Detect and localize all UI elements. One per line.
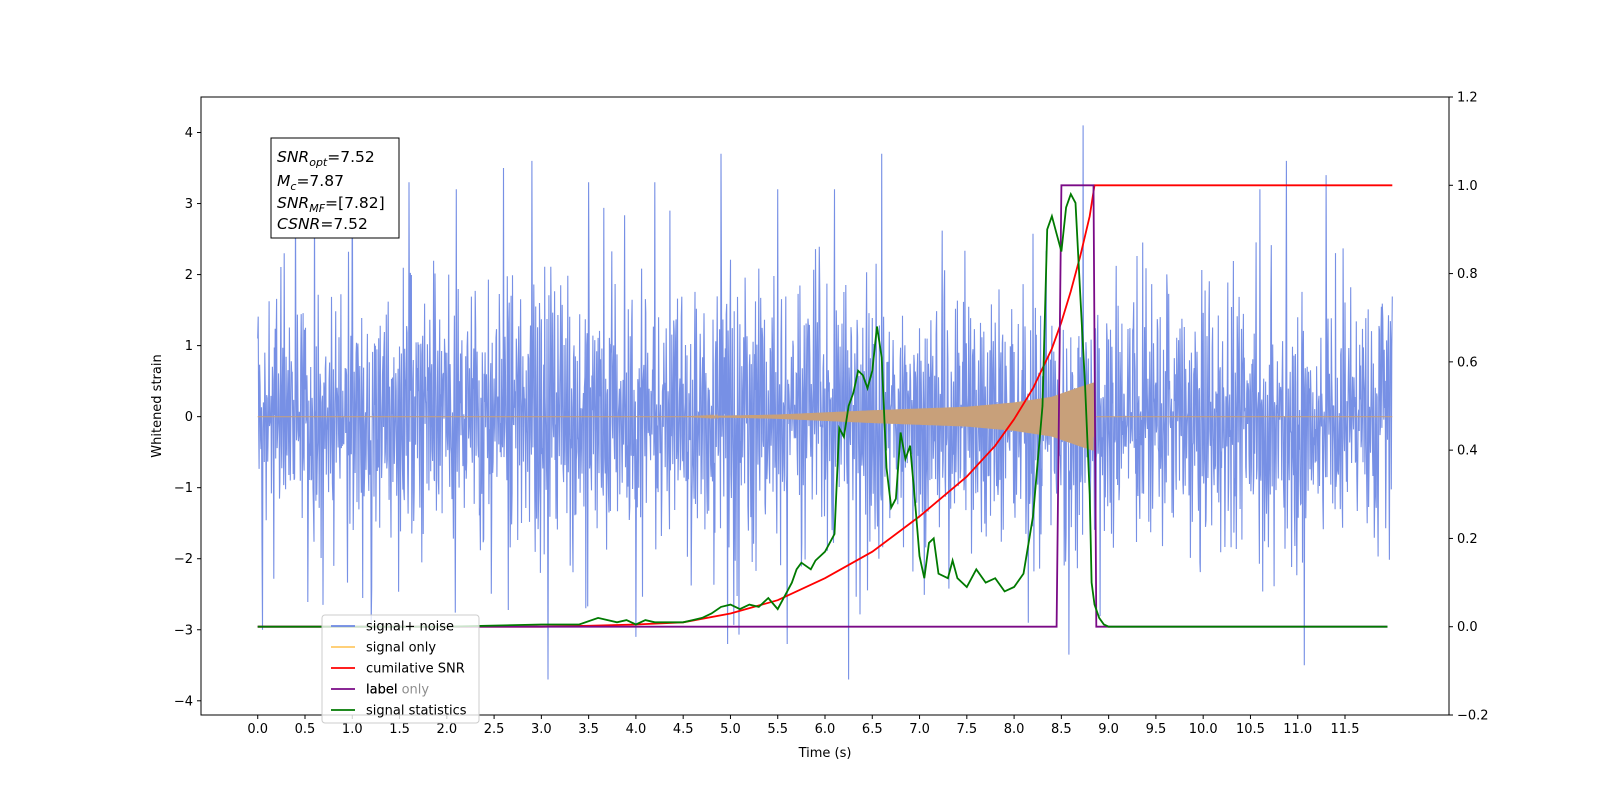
annotation-snr-mf-sub: MF: [309, 202, 325, 215]
annotation-csnr: CSNR=7.52: [277, 215, 368, 233]
legend-signal-plus-noise-label: signal+ noise: [366, 620, 454, 635]
annotation-snr-opt-value: =7.52: [327, 148, 375, 166]
legend-signal-statistics-label: signal statistics: [366, 704, 467, 719]
x-tick-label: 11.5: [1331, 722, 1360, 737]
x-tick-label: 1.5: [389, 722, 410, 737]
legend-signal-only-label: signal only: [366, 641, 436, 656]
y-left-tick-label: −1: [174, 481, 193, 496]
legend-cumulative-snr-label: cumilative SNR: [366, 662, 465, 677]
x-tick-label: 2.5: [484, 722, 505, 737]
x-tick-label: 9.5: [1146, 722, 1167, 737]
x-tick-label: 3.5: [578, 722, 599, 737]
x-tick-label: 0.0: [247, 722, 268, 737]
y-axis-label: Whitened strain: [150, 354, 165, 457]
annotation-snr-mf: SNRMF=[7.82]: [277, 194, 385, 215]
y-right-tick-label: 0.2: [1457, 532, 1478, 547]
annotation-mc: Mc=7.87: [277, 172, 344, 193]
annotation-mc-sub: c: [290, 180, 296, 193]
legend-frame: [321, 614, 480, 724]
legend-label-only-label: label only: [366, 683, 429, 698]
series-signal-statistics: [257, 191, 1388, 628]
annotation-snr-opt-sub: opt: [309, 156, 328, 169]
y-right-axis-ticks: 1.2 1.0 0.8 0.6 0.4 0.2 0.0 −0.2: [1449, 91, 1489, 724]
y-left-tick-label: −3: [174, 623, 193, 638]
x-tick-label: 9.0: [1098, 722, 1119, 737]
x-tick-label: 6.5: [862, 722, 883, 737]
y-right-tick-label: 1.2: [1457, 91, 1478, 106]
stats-annotation-box: SNRopt=7.52 Mc=7.87 SNRMF=[7.82] CSNR=7.…: [270, 137, 400, 239]
x-tick-label: 4.0: [626, 722, 647, 737]
x-tick-label: 5.0: [720, 722, 741, 737]
x-tick-label: 10.0: [1189, 722, 1218, 737]
y-right-tick-label: 0.6: [1457, 355, 1478, 370]
x-tick-label: 11.0: [1283, 722, 1312, 737]
x-tick-label: 2.0: [436, 722, 457, 737]
annotation-mc-label: M: [277, 172, 290, 190]
y-left-tick-label: 2: [185, 268, 193, 283]
series-signal-plus-noise: [257, 125, 1393, 680]
series-signal-only: [257, 382, 1393, 451]
annotation-csnr-value: =7.52: [320, 215, 368, 233]
x-tick-label: 7.5: [956, 722, 977, 737]
y-right-tick-label: 0.4: [1457, 444, 1478, 459]
y-left-tick-label: −4: [174, 694, 193, 709]
y-left-tick-label: −2: [174, 552, 193, 567]
x-tick-label: 3.0: [531, 722, 552, 737]
x-tick-label: 10.5: [1236, 722, 1265, 737]
x-tick-label: 8.5: [1051, 722, 1072, 737]
y-left-tick-label: 0: [185, 410, 193, 425]
x-tick-label: 7.0: [909, 722, 930, 737]
y-right-tick-label: 0.8: [1457, 267, 1478, 282]
y-left-tick-label: 4: [185, 126, 193, 141]
x-axis-ticks: 0.0 0.5 1.0 1.5 2.0 2.5 3.0 3.5 4.0 4.5 5.0 5.5 6.0 6…: [247, 715, 1359, 737]
y-right-tick-label: 0.0: [1457, 620, 1478, 635]
y-right-tick-label: 1.0: [1457, 179, 1478, 194]
series-layer: [257, 125, 1393, 680]
y-right-tick-label: −0.2: [1457, 709, 1489, 724]
legend: signal+ noise signal only cumilative SNR la…: [321, 614, 480, 724]
x-tick-label: 5.5: [767, 722, 788, 737]
annotation-snr-opt: SNRopt=7.52: [277, 148, 375, 169]
annotation-frame: [270, 137, 400, 239]
y-left-tick-label: 3: [185, 197, 193, 212]
annotation-mc-value: =7.87: [296, 172, 344, 190]
legend-label-label-front: label: [366, 683, 397, 698]
x-tick-label: 0.5: [295, 722, 316, 737]
x-tick-label: 4.5: [673, 722, 694, 737]
annotation-snr-mf-value: =[7.82]: [325, 194, 385, 212]
x-tick-label: 1.0: [342, 722, 363, 737]
annotation-snr-mf-label: SNR: [277, 194, 309, 212]
x-tick-label: 8.0: [1004, 722, 1025, 737]
y-left-axis-ticks: 4 3 2 1 0 −1 −2 −3 −4: [174, 126, 201, 709]
annotation-csnr-label: CSNR: [277, 215, 320, 233]
legend-label-label: label: [366, 683, 397, 698]
x-tick-label: 6.0: [815, 722, 836, 737]
y-left-tick-label: 1: [185, 339, 193, 354]
x-axis-label: Time (s): [798, 746, 852, 761]
annotation-snr-opt-label: SNR: [277, 148, 309, 166]
